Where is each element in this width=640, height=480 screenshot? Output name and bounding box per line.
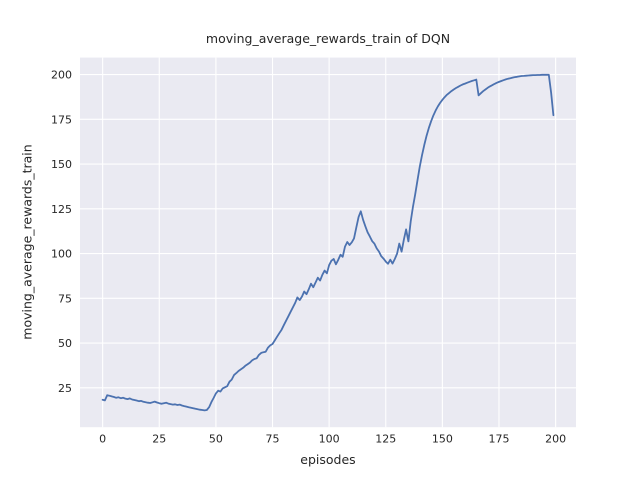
x-tick-label: 25 [152, 433, 166, 446]
chart-title: moving_average_rewards_train of DQN [205, 31, 451, 46]
y-axis-label: moving_average_rewards_train [19, 144, 35, 340]
series-line [101, 73, 555, 412]
y-tick-label: 50 [58, 337, 72, 350]
y-tick-label: 200 [51, 69, 72, 82]
x-tick-label: 75 [266, 433, 280, 446]
axes-background [80, 57, 576, 428]
y-tick-label: 100 [51, 248, 72, 261]
y-tick-label: 25 [58, 382, 72, 395]
x-tick-label: 150 [432, 433, 453, 446]
x-tick-label: 0 [99, 433, 106, 446]
y-tick-label: 175 [51, 113, 72, 126]
y-tick-label: 150 [51, 158, 72, 171]
x-axis-label: episodes [300, 452, 356, 467]
y-tick-label: 75 [58, 292, 72, 305]
x-tick-label: 175 [488, 433, 509, 446]
y-tick-label: 125 [51, 203, 72, 216]
x-tick-label: 200 [545, 433, 566, 446]
x-tick-label: 100 [319, 433, 340, 446]
x-tick-label: 50 [209, 433, 223, 446]
x-tick-label: 125 [375, 433, 396, 446]
